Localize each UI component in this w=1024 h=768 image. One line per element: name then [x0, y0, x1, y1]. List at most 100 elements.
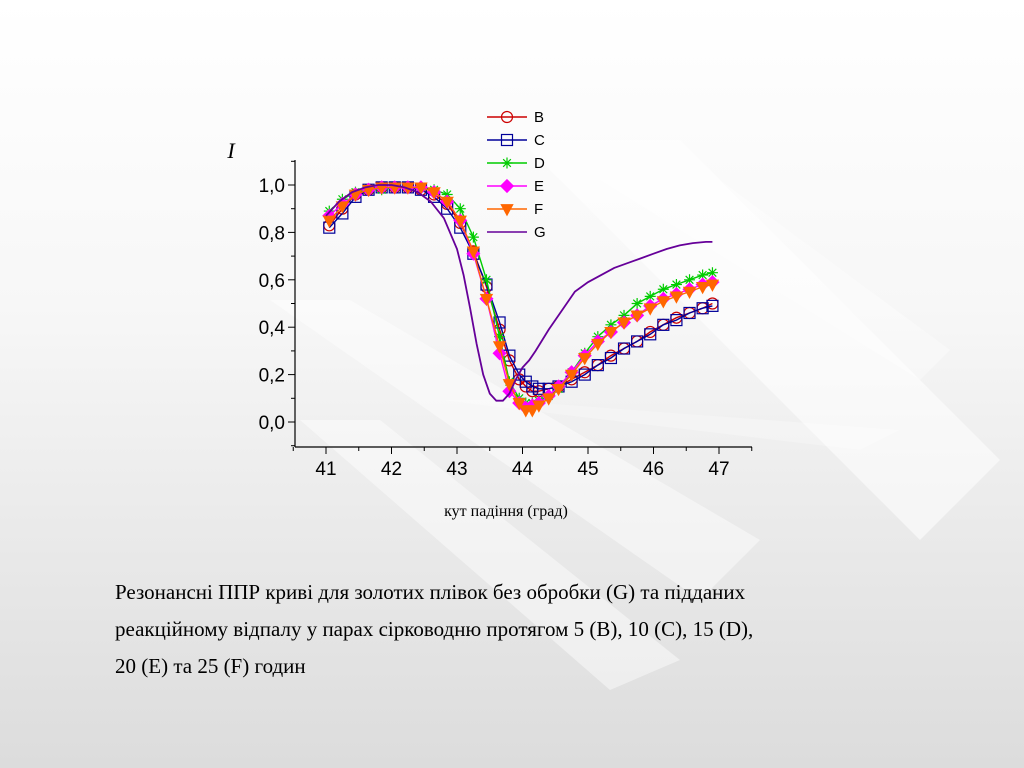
data-point-F — [564, 369, 579, 382]
data-point-F — [542, 393, 556, 406]
legend-label: F — [534, 201, 543, 218]
legend-marker — [500, 110, 514, 124]
data-point-C — [526, 380, 539, 393]
series-lines — [322, 180, 720, 418]
data-point-C — [591, 359, 604, 372]
data-point-F — [322, 215, 336, 228]
x-tick-label: 42 — [381, 459, 402, 480]
y-tick-labels: 0,0 0,2 0,4 0,6 0,8 1,0 — [259, 176, 286, 434]
data-point-F — [440, 196, 454, 209]
data-point-F — [630, 310, 644, 323]
legend-item-D: D — [487, 155, 545, 172]
data-point-D — [657, 283, 669, 295]
data-point-F — [656, 296, 670, 309]
data-point-F — [695, 282, 710, 295]
data-point-F — [525, 405, 539, 418]
data-point-D — [670, 279, 682, 291]
x-tick-label: 44 — [512, 459, 534, 480]
data-point-F — [479, 293, 494, 307]
data-point-F — [551, 383, 566, 397]
data-point-C — [578, 368, 591, 381]
data-point-D — [494, 331, 506, 343]
data-point-F — [578, 353, 592, 366]
legend-label: D — [534, 155, 545, 172]
data-point-F — [617, 317, 631, 330]
data-point-D — [644, 290, 656, 302]
data-point-D — [441, 188, 453, 200]
data-point-F — [682, 286, 697, 299]
data-point-C — [617, 342, 631, 355]
data-point-F — [427, 187, 441, 200]
legend-item-F: F — [487, 201, 543, 218]
data-point-C — [513, 368, 526, 381]
data-point-F — [643, 303, 657, 316]
y-tick-label: 0,4 — [259, 318, 286, 339]
y-tick-label: 1,0 — [259, 176, 285, 197]
legend-label: B — [534, 109, 544, 126]
x-tick-label: 46 — [643, 459, 664, 480]
plot-axes — [288, 160, 753, 454]
legend-marker — [501, 157, 513, 169]
data-point-D — [684, 274, 696, 286]
legend-marker — [499, 178, 515, 194]
data-point-F — [532, 400, 546, 413]
x-axis-label: кут падіння (град) — [444, 503, 568, 520]
data-point-D — [454, 203, 466, 215]
data-point-C — [644, 328, 657, 341]
series-line-B — [328, 186, 713, 392]
caption-line-2: реакційному відпалу у парах сірководню п… — [115, 617, 754, 641]
x-tick-labels: 41 42 43 44 45 46 47 — [315, 459, 729, 480]
series-G — [325, 184, 713, 402]
legend-label: C — [534, 132, 545, 149]
caption-line-1: Резонансні ППР криві для золотих плівок … — [115, 580, 746, 604]
data-point-F — [604, 327, 618, 340]
legend-label: G — [534, 224, 546, 241]
legend-item-E: E — [487, 178, 544, 195]
series-line-C — [328, 186, 713, 390]
x-tick-label: 43 — [446, 459, 467, 480]
data-point-D — [605, 319, 617, 331]
data-point-C — [519, 375, 532, 388]
data-point-D — [697, 269, 709, 281]
data-point-D — [480, 274, 492, 286]
data-point-F — [591, 338, 605, 352]
legend-item-G: G — [487, 224, 546, 241]
data-point-F — [466, 246, 481, 259]
data-point-F — [414, 182, 428, 195]
legend-item-B: B — [487, 109, 544, 126]
legend-marker — [500, 204, 514, 217]
y-tick-label: 0,0 — [259, 413, 285, 434]
series-line-G — [325, 184, 713, 402]
data-point-F — [669, 291, 684, 304]
legend-label: E — [534, 178, 544, 195]
data-point-C — [670, 313, 683, 327]
data-point-C — [631, 335, 644, 348]
data-point-D — [467, 231, 479, 243]
y-tick-label: 0,2 — [259, 366, 285, 387]
data-point-D — [706, 267, 718, 279]
data-point-F — [492, 341, 507, 354]
data-point-C — [657, 318, 670, 331]
data-point-C — [493, 316, 506, 329]
y-tick-label: 0,8 — [259, 223, 285, 244]
data-point-C — [604, 351, 618, 365]
data-point-C — [696, 302, 709, 315]
y-axis-label: I — [226, 138, 236, 163]
slide-caption: Резонансні ППР криві для золотих плівок … — [115, 574, 915, 685]
caption-line-3: 20 (Е) та 25 (F) годин — [115, 654, 306, 678]
legend-item-C: C — [487, 132, 545, 149]
x-tick-label: 41 — [315, 459, 336, 480]
data-point-F — [705, 279, 720, 292]
x-tick-label: 47 — [708, 459, 729, 480]
data-point-C — [706, 299, 719, 312]
data-point-C — [683, 306, 696, 320]
data-point-F — [512, 398, 526, 411]
data-point-F — [453, 215, 467, 228]
series-line-E — [328, 186, 713, 409]
data-point-D — [631, 298, 643, 309]
data-point-C — [532, 382, 545, 395]
data-point-D — [618, 309, 630, 321]
